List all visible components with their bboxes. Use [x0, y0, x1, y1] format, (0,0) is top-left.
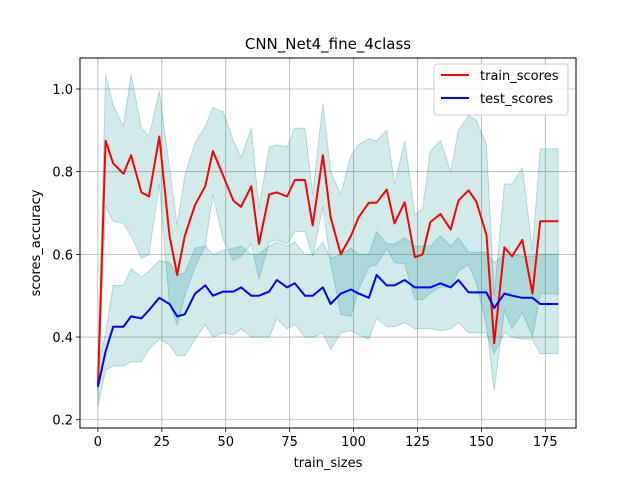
plot-frame: [79, 57, 577, 429]
x-axis-label: train_sizes: [294, 456, 363, 471]
y-axis-label: scores_accuracy: [29, 189, 44, 296]
legend-label-test: test_scores: [480, 92, 553, 107]
legend-box: [433, 63, 569, 116]
x-tick-label: 125: [405, 435, 430, 450]
legend-label-train: train_scores: [480, 69, 559, 84]
y-tick-label: 0.2: [52, 414, 73, 429]
x-tick-label: 75: [281, 435, 298, 450]
y-tick-label: 1.0: [52, 83, 73, 98]
y-tick-label: 0.4: [52, 331, 73, 346]
x-tick-label: 150: [469, 435, 494, 450]
chart-title: CNN_Net4_fine_4class: [245, 35, 411, 54]
x-tick-label: 0: [94, 435, 102, 450]
x-tick-label: 100: [341, 435, 366, 450]
line-test_scores: [96, 274, 559, 387]
x-tick-label: 175: [533, 435, 558, 450]
legend: train_scores test_scores: [433, 63, 569, 116]
band-train_scores: [97, 74, 559, 400]
y-axis: 0.2 0.4 0.6 0.8 1.0: [52, 83, 80, 429]
series-lines: [96, 135, 559, 387]
x-tick-label: 25: [154, 435, 171, 450]
line-train_scores: [96, 135, 559, 387]
y-tick-label: 0.8: [52, 166, 73, 181]
confidence-bands: [97, 74, 559, 408]
x-tick-label: 50: [217, 435, 234, 450]
band-test_scores: [97, 230, 559, 408]
y-tick-label: 0.6: [52, 248, 73, 263]
x-axis: 0 25 50 75 100 125 150 175: [94, 428, 558, 450]
